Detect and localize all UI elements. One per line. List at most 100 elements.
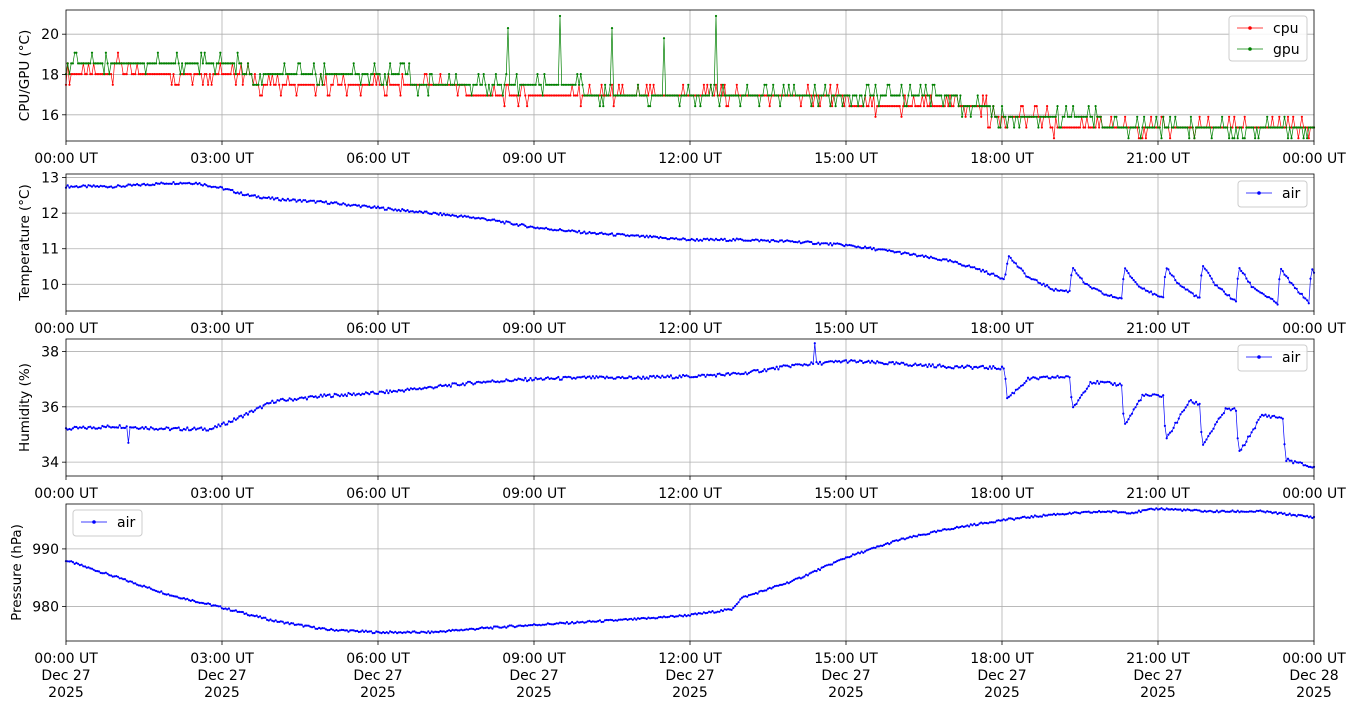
data-point xyxy=(857,360,860,363)
data-point xyxy=(1040,515,1043,518)
data-point xyxy=(344,83,347,86)
data-point xyxy=(683,613,686,617)
data-point xyxy=(198,182,201,185)
data-point xyxy=(1084,390,1087,393)
data-point xyxy=(727,239,730,243)
data-point xyxy=(891,360,894,364)
data-point xyxy=(739,105,742,108)
data-point xyxy=(519,83,522,86)
data-point xyxy=(406,83,409,86)
data-point xyxy=(581,231,584,234)
data-point xyxy=(482,94,485,97)
data-point xyxy=(1155,126,1158,129)
data-point xyxy=(1068,289,1071,292)
data-point xyxy=(761,239,764,242)
data-point xyxy=(222,62,225,65)
data-point xyxy=(669,237,673,240)
data-point xyxy=(432,211,435,214)
data-point xyxy=(999,368,1002,371)
data-point xyxy=(474,382,477,385)
data-point xyxy=(210,428,213,431)
data-point xyxy=(881,94,884,97)
data-point xyxy=(656,235,659,239)
data-point xyxy=(746,239,749,242)
data-point xyxy=(1082,510,1085,514)
data-point xyxy=(99,184,102,187)
data-point xyxy=(1127,137,1130,140)
data-point xyxy=(1295,461,1298,464)
data-point xyxy=(1037,115,1040,118)
data-point xyxy=(222,421,225,424)
data-point xyxy=(304,73,307,76)
data-point xyxy=(77,73,80,76)
data-point xyxy=(1127,126,1130,129)
data-point xyxy=(1155,507,1158,510)
data-point xyxy=(815,94,818,97)
data-point xyxy=(219,62,222,65)
data-point xyxy=(1163,126,1166,129)
data-point xyxy=(1025,115,1028,118)
data-point xyxy=(789,366,792,369)
data-point xyxy=(742,372,745,375)
data-point xyxy=(649,617,652,620)
data-point xyxy=(893,251,896,254)
data-point xyxy=(649,105,652,108)
data-point xyxy=(298,198,302,201)
data-point xyxy=(134,62,137,65)
data-point xyxy=(1030,515,1033,518)
data-point xyxy=(586,94,589,97)
data-point xyxy=(1011,391,1014,394)
data-point xyxy=(162,592,165,595)
data-point xyxy=(782,94,785,97)
data-point xyxy=(214,73,217,76)
data-point xyxy=(876,94,879,97)
data-point xyxy=(928,532,931,536)
data-point xyxy=(841,105,844,108)
data-point xyxy=(671,94,674,97)
data-point xyxy=(973,105,976,108)
data-point xyxy=(1137,285,1140,288)
data-point xyxy=(1264,126,1267,129)
data-point xyxy=(1219,416,1222,419)
legend-swatch-marker xyxy=(1257,355,1261,359)
data-point xyxy=(454,628,458,632)
data-point xyxy=(139,73,142,76)
data-point xyxy=(935,366,938,369)
data-point xyxy=(139,184,142,187)
data-point xyxy=(420,630,423,633)
data-point xyxy=(506,625,510,628)
data-point xyxy=(1300,126,1303,129)
data-point xyxy=(1009,517,1012,520)
data-point xyxy=(760,370,763,373)
data-point xyxy=(1077,126,1080,129)
data-point xyxy=(636,234,640,237)
data-point xyxy=(318,200,321,203)
data-point xyxy=(728,373,732,376)
data-point xyxy=(222,73,225,76)
data-point xyxy=(423,386,426,389)
data-point xyxy=(578,83,581,86)
data-point xyxy=(678,614,681,617)
data-point xyxy=(903,363,907,366)
data-point xyxy=(1283,126,1286,129)
data-point xyxy=(824,94,827,97)
data-point xyxy=(1134,281,1137,284)
data-point xyxy=(1200,126,1203,129)
data-point xyxy=(682,94,685,97)
data-point xyxy=(1124,267,1127,270)
data-point xyxy=(201,83,204,86)
data-point xyxy=(80,73,83,76)
data-point xyxy=(720,237,723,240)
data-point xyxy=(579,232,582,235)
data-point xyxy=(480,217,484,220)
data-point xyxy=(640,94,643,97)
data-point xyxy=(266,402,269,405)
x-tick-label: 09:00 UT xyxy=(502,486,566,502)
data-point xyxy=(662,236,666,240)
data-point xyxy=(538,94,541,97)
data-point xyxy=(1125,126,1128,129)
data-point xyxy=(749,94,752,97)
data-point xyxy=(418,210,421,213)
data-point xyxy=(515,94,518,97)
